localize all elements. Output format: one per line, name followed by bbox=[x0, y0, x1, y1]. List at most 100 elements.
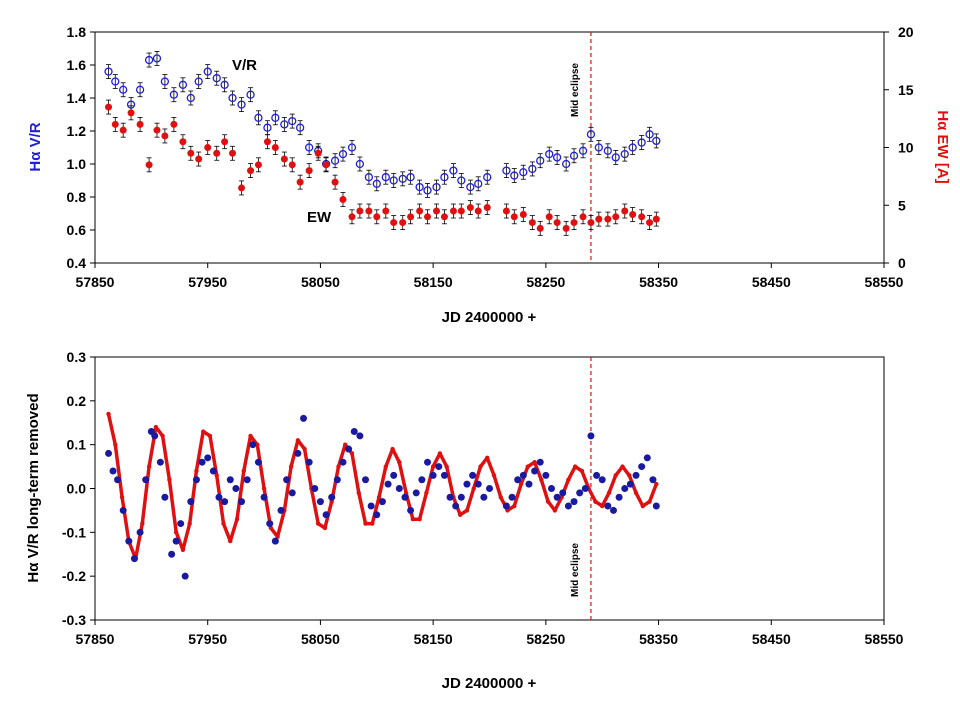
ew-point bbox=[136, 120, 144, 128]
residual-point bbox=[440, 471, 448, 479]
fit-point bbox=[485, 455, 490, 461]
residual-point bbox=[288, 489, 296, 497]
ew-point bbox=[390, 219, 398, 227]
residual-point bbox=[638, 463, 646, 471]
ew-point bbox=[247, 167, 255, 175]
fit-point bbox=[376, 495, 382, 500]
top-plot-frame bbox=[94, 31, 885, 264]
fit-point bbox=[255, 442, 260, 447]
fit-point bbox=[647, 499, 652, 504]
vr-point bbox=[338, 149, 348, 159]
ew-point bbox=[483, 204, 491, 212]
residual-point bbox=[105, 449, 113, 457]
x-tick-label: 58250 bbox=[526, 274, 565, 290]
residual-point bbox=[328, 493, 336, 501]
ew-series-annotation: EW bbox=[307, 209, 332, 226]
ew-point bbox=[170, 120, 178, 128]
residual-point bbox=[283, 476, 291, 484]
fit-point bbox=[606, 490, 612, 496]
ew-point bbox=[195, 155, 203, 163]
residual-point bbox=[525, 480, 533, 488]
vr-point bbox=[237, 100, 246, 109]
vr-point bbox=[536, 156, 545, 165]
residual-point bbox=[192, 476, 200, 484]
vr-point bbox=[152, 54, 162, 63]
fit-point bbox=[539, 477, 544, 482]
ew-point bbox=[296, 178, 304, 186]
y-tick-label: -0.1 bbox=[62, 524, 86, 540]
fit-point bbox=[457, 512, 463, 517]
fit-point bbox=[579, 468, 585, 474]
residual-point bbox=[390, 471, 398, 479]
ew-point bbox=[545, 213, 553, 221]
ew-point bbox=[407, 213, 415, 221]
residual-point bbox=[119, 506, 127, 514]
residual-point bbox=[260, 493, 268, 501]
residual-point bbox=[463, 480, 471, 488]
residual-point bbox=[609, 506, 617, 514]
ew-point bbox=[449, 207, 457, 215]
fit-point bbox=[140, 521, 145, 526]
ew-point bbox=[271, 144, 279, 151]
ew-point bbox=[474, 207, 482, 215]
x-tick-label: 58450 bbox=[752, 631, 791, 647]
vr-point bbox=[263, 123, 272, 132]
vr-point bbox=[423, 186, 432, 195]
vr-series-annotation: V/R bbox=[232, 57, 257, 74]
vr-point bbox=[220, 80, 229, 89]
y2-tick-label: 10 bbox=[898, 140, 914, 156]
residual-point bbox=[156, 458, 164, 466]
fit-point bbox=[288, 464, 294, 469]
ew-point bbox=[433, 207, 441, 215]
vr-point bbox=[578, 146, 588, 155]
vr-point bbox=[364, 173, 374, 182]
ew-point bbox=[161, 132, 169, 140]
residual-point bbox=[238, 498, 246, 506]
vr-point bbox=[415, 182, 424, 192]
fit-point bbox=[221, 521, 226, 526]
vr-point bbox=[611, 153, 620, 162]
residual-point bbox=[643, 454, 651, 462]
vr-point bbox=[569, 151, 579, 160]
residual-point bbox=[151, 432, 159, 440]
ew-point bbox=[466, 204, 474, 212]
fit-point bbox=[153, 424, 159, 430]
residual-point bbox=[514, 476, 522, 484]
vr-point bbox=[288, 116, 297, 126]
residual-point bbox=[508, 493, 516, 501]
residual-point bbox=[418, 476, 426, 484]
top-vline-label: Mid eclipse bbox=[570, 63, 581, 117]
fit-point bbox=[620, 464, 625, 469]
vr-point bbox=[528, 164, 537, 174]
fit-point bbox=[640, 503, 645, 509]
residual-point bbox=[457, 493, 465, 501]
residual-point bbox=[316, 498, 324, 506]
vr-point bbox=[466, 182, 475, 192]
fit-point bbox=[410, 516, 416, 522]
fit-point bbox=[424, 490, 429, 496]
x-tick-label: 58450 bbox=[752, 274, 791, 290]
bottom-x-axis-label: JD 2400000 + bbox=[442, 675, 537, 692]
ew-point bbox=[111, 120, 119, 128]
residual-point bbox=[553, 493, 561, 501]
vr-point bbox=[432, 182, 441, 192]
ew-point bbox=[553, 219, 561, 227]
vr-point bbox=[228, 93, 237, 103]
residual-point bbox=[395, 485, 403, 492]
ew-point bbox=[536, 224, 544, 232]
ew-point bbox=[365, 207, 373, 215]
fit-point bbox=[613, 473, 618, 478]
residual-point bbox=[177, 520, 185, 528]
residual-point bbox=[345, 445, 353, 453]
vr-point bbox=[483, 173, 492, 182]
vr-point bbox=[457, 176, 466, 185]
vr-point bbox=[186, 93, 195, 103]
residual-point bbox=[277, 506, 285, 514]
y-tick-label: 0.3 bbox=[67, 349, 87, 365]
fit-point bbox=[322, 525, 328, 531]
residual-point bbox=[547, 485, 555, 492]
residual-point bbox=[564, 502, 572, 510]
vr-point bbox=[381, 173, 390, 182]
y-tick-label: 0.0 bbox=[67, 481, 87, 497]
vr-point bbox=[449, 166, 458, 175]
